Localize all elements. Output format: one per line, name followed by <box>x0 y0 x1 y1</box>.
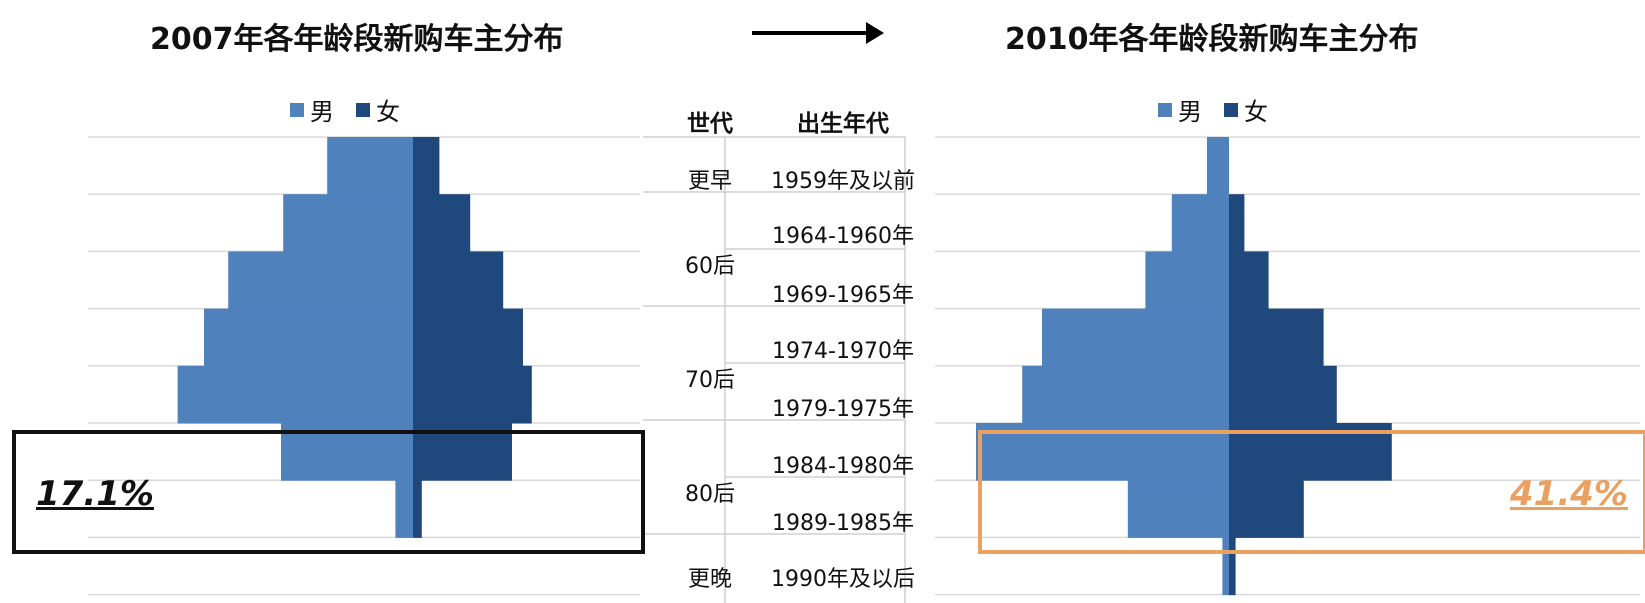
legend-label-male: 男 <box>310 98 334 126</box>
table-year-cell: 1969-1965年 <box>772 283 914 308</box>
table-year-cell: 1959年及以前 <box>771 169 915 194</box>
bar-male <box>395 480 413 538</box>
bar-male <box>1042 308 1229 367</box>
table-generation-later: 更晚 <box>687 567 732 592</box>
bar-female <box>1229 365 1337 424</box>
highlight-percent-2007: 17.1% <box>36 474 154 514</box>
table-year-cell: 1964-1960年 <box>772 224 914 249</box>
bar-male <box>1207 137 1229 195</box>
legend-swatch-female <box>356 102 370 117</box>
table-generation-60s: 60后 <box>685 254 735 279</box>
bar-male <box>1145 251 1229 310</box>
bar-female <box>413 251 504 310</box>
legend-2007: 男 女 <box>290 92 400 127</box>
legend-swatch-male <box>290 102 304 117</box>
bar-male <box>177 365 413 424</box>
table-header-birth: 出生年代 <box>797 111 889 137</box>
highlight-box-2007 <box>12 430 645 554</box>
bar-female <box>1229 308 1324 367</box>
bar-female <box>413 308 523 367</box>
table-year-cell: 1989-1985年 <box>772 511 914 536</box>
table-lines <box>643 136 906 603</box>
highlight-percent-2010: 41.4% <box>1510 474 1628 514</box>
bar-female <box>413 194 471 252</box>
table-year-cell: 1974-1970年 <box>772 339 914 364</box>
bar-male <box>1127 480 1229 538</box>
bars-2010 <box>976 137 1392 596</box>
table-year-cell: 1990年及以后 <box>771 567 915 592</box>
legend-label-male: 男 <box>1178 98 1202 126</box>
bar-male <box>283 194 413 252</box>
chart-title-2010: 2010年各年龄段新购车主分布 <box>1005 22 1419 57</box>
bar-female <box>413 480 422 538</box>
table-header-generation: 世代 <box>687 111 733 137</box>
bars-2007 <box>177 137 532 538</box>
highlight-box-2010 <box>978 430 1645 554</box>
bar-female <box>1229 480 1304 538</box>
bar-female <box>1229 194 1245 252</box>
bar-female <box>1229 251 1269 310</box>
chart-title-2007: 2007年各年龄段新购车主分布 <box>150 22 564 57</box>
bar-male <box>1222 537 1229 596</box>
table-generation-earlier: 更早 <box>687 169 732 194</box>
table-generation-70s: 70后 <box>685 368 735 393</box>
bar-male <box>1171 194 1229 252</box>
table-generation-80s: 80后 <box>685 482 735 507</box>
bar-male <box>1022 365 1229 424</box>
legend-label-female: 女 <box>376 98 400 126</box>
table-year-cell: 1984-1980年 <box>772 454 914 479</box>
bar-male <box>327 137 413 195</box>
legend-swatch-female <box>1224 102 1238 117</box>
bar-male <box>228 251 413 310</box>
table-year-cell: 1979-1975年 <box>772 397 914 422</box>
bar-female <box>1229 537 1236 596</box>
legend-label-female: 女 <box>1244 98 1268 126</box>
bar-male <box>204 308 413 367</box>
bar-female <box>413 365 532 424</box>
bar-female <box>413 137 440 195</box>
arrow-right-icon <box>752 22 884 44</box>
legend-2010: 男 女 <box>1158 92 1268 127</box>
legend-swatch-male <box>1158 102 1172 117</box>
